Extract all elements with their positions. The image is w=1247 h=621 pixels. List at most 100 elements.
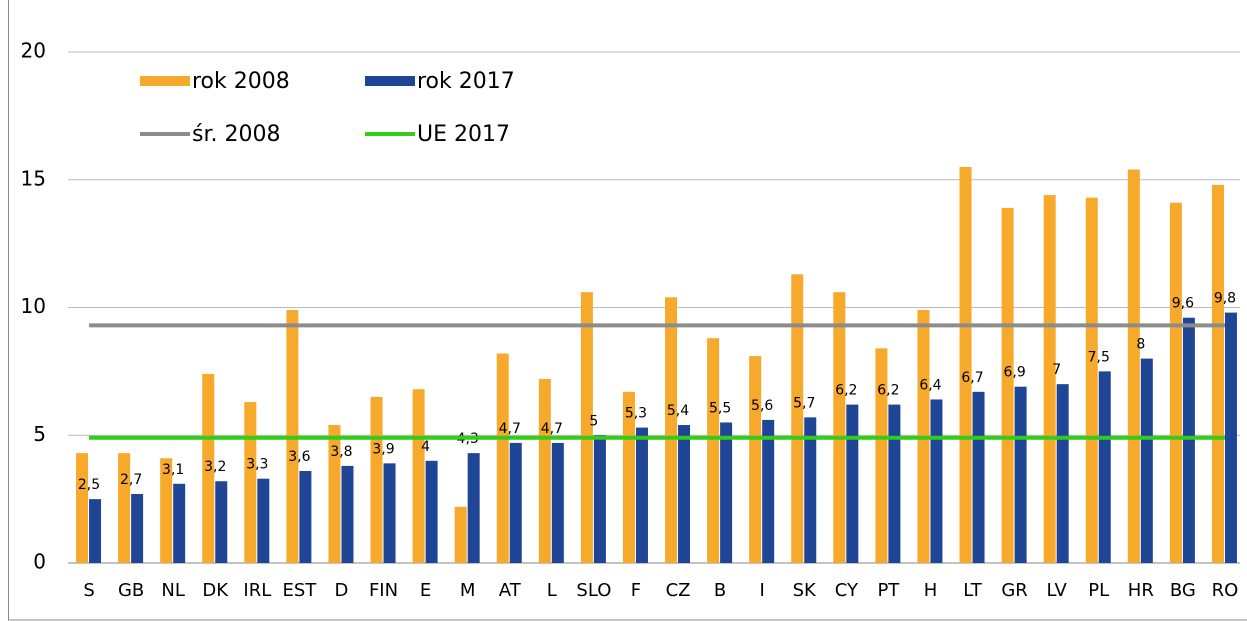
x-tick-label: S (83, 580, 94, 601)
x-tick-label: FIN (369, 580, 398, 601)
x-tick-label: F (631, 580, 641, 601)
bar (1014, 386, 1027, 563)
bar (1169, 202, 1182, 563)
x-tick-label: GB (118, 580, 144, 601)
x-tick-label: LT (963, 580, 983, 601)
legend-swatch (140, 76, 190, 86)
y-tick-label: 0 (33, 550, 46, 574)
bar (804, 417, 817, 563)
bar (328, 425, 341, 563)
x-tick-label: CZ (666, 580, 691, 601)
data-label: 4 (421, 439, 430, 455)
bar (622, 391, 635, 563)
x-tick-label: CY (835, 580, 859, 601)
data-label: 6,7 (961, 370, 983, 386)
x-tick-label: BG (1170, 580, 1196, 601)
x-tick-label: EST (282, 580, 317, 601)
x-tick-label: D (335, 580, 349, 601)
data-label: 5 (589, 413, 598, 429)
x-tick-label: GR (1001, 580, 1027, 601)
bar (257, 478, 270, 563)
x-tick-label: RO (1212, 580, 1239, 601)
x-tick-label: L (547, 580, 557, 601)
bar (959, 166, 972, 563)
bar (173, 483, 186, 563)
data-label: 6,9 (1003, 365, 1025, 381)
x-tick-label: PT (877, 580, 900, 601)
y-tick-label: 20 (21, 39, 46, 63)
x-tick-label: PL (1088, 580, 1109, 601)
bar (509, 442, 522, 563)
bar (412, 389, 425, 563)
bar (1127, 169, 1140, 563)
bar (1085, 197, 1098, 563)
x-tick-label: DK (202, 580, 229, 601)
bar (341, 465, 354, 563)
bar (720, 422, 733, 563)
data-label: 5,7 (793, 395, 815, 411)
legend-label: śr. 2008 (192, 122, 280, 147)
data-label: 5,6 (751, 398, 773, 414)
data-label: 3,2 (204, 459, 226, 475)
data-label: 3,1 (162, 462, 184, 478)
bar (496, 353, 509, 563)
x-tick-label: M (460, 580, 476, 601)
x-tick-label: SK (793, 580, 817, 601)
bar (215, 481, 228, 563)
bar (875, 348, 888, 563)
data-label: 3,3 (246, 457, 268, 473)
bar (593, 435, 606, 563)
data-label: 2,7 (120, 472, 142, 488)
bar (1211, 184, 1224, 564)
bar (551, 442, 564, 563)
data-label: 7 (1052, 362, 1061, 378)
bar (635, 427, 648, 563)
legend-label: rok 2008 (192, 69, 290, 94)
x-tick-label: E (420, 580, 431, 601)
data-label: 6,2 (877, 383, 899, 399)
bar (678, 425, 691, 563)
bar (118, 453, 131, 563)
x-tick-label: SLO (576, 580, 611, 601)
data-label: 4,7 (499, 421, 521, 437)
y-tick-label: 5 (33, 422, 46, 446)
legend-label: rok 2017 (417, 69, 515, 94)
bar (538, 379, 551, 563)
y-tick-label: 15 (21, 166, 46, 190)
x-tick-label: B (714, 580, 726, 601)
x-tick-label: NL (161, 580, 185, 601)
bar (888, 404, 901, 563)
bar (1224, 312, 1237, 563)
legend-swatch (365, 76, 415, 86)
bar (972, 391, 985, 563)
data-label: 9,8 (1214, 291, 1236, 307)
bar (1043, 195, 1056, 563)
data-label: 4,7 (541, 421, 563, 437)
data-label: 5,3 (625, 406, 647, 422)
bar (707, 338, 720, 563)
bar (762, 419, 775, 563)
bar (76, 453, 89, 563)
x-tick-label: I (760, 580, 765, 601)
x-tick-label: IRL (243, 580, 271, 601)
bar (791, 274, 804, 563)
x-tick-label: LV (1046, 580, 1067, 601)
data-label: 2,5 (78, 477, 100, 493)
bar (383, 463, 396, 563)
data-label: 5,5 (709, 400, 731, 416)
bar (1140, 358, 1153, 563)
bar (454, 506, 467, 563)
bar (580, 292, 593, 563)
data-label: 8 (1136, 337, 1145, 353)
data-label: 6,4 (919, 377, 941, 393)
bar (425, 460, 438, 563)
bar (131, 494, 144, 563)
bar (846, 404, 859, 563)
bar (1001, 207, 1014, 564)
x-tick-label: H (924, 580, 938, 601)
data-label: 3,6 (288, 449, 310, 465)
x-tick-label: HR (1128, 580, 1154, 601)
data-label: 7,5 (1088, 349, 1110, 365)
data-label: 6,2 (835, 383, 857, 399)
